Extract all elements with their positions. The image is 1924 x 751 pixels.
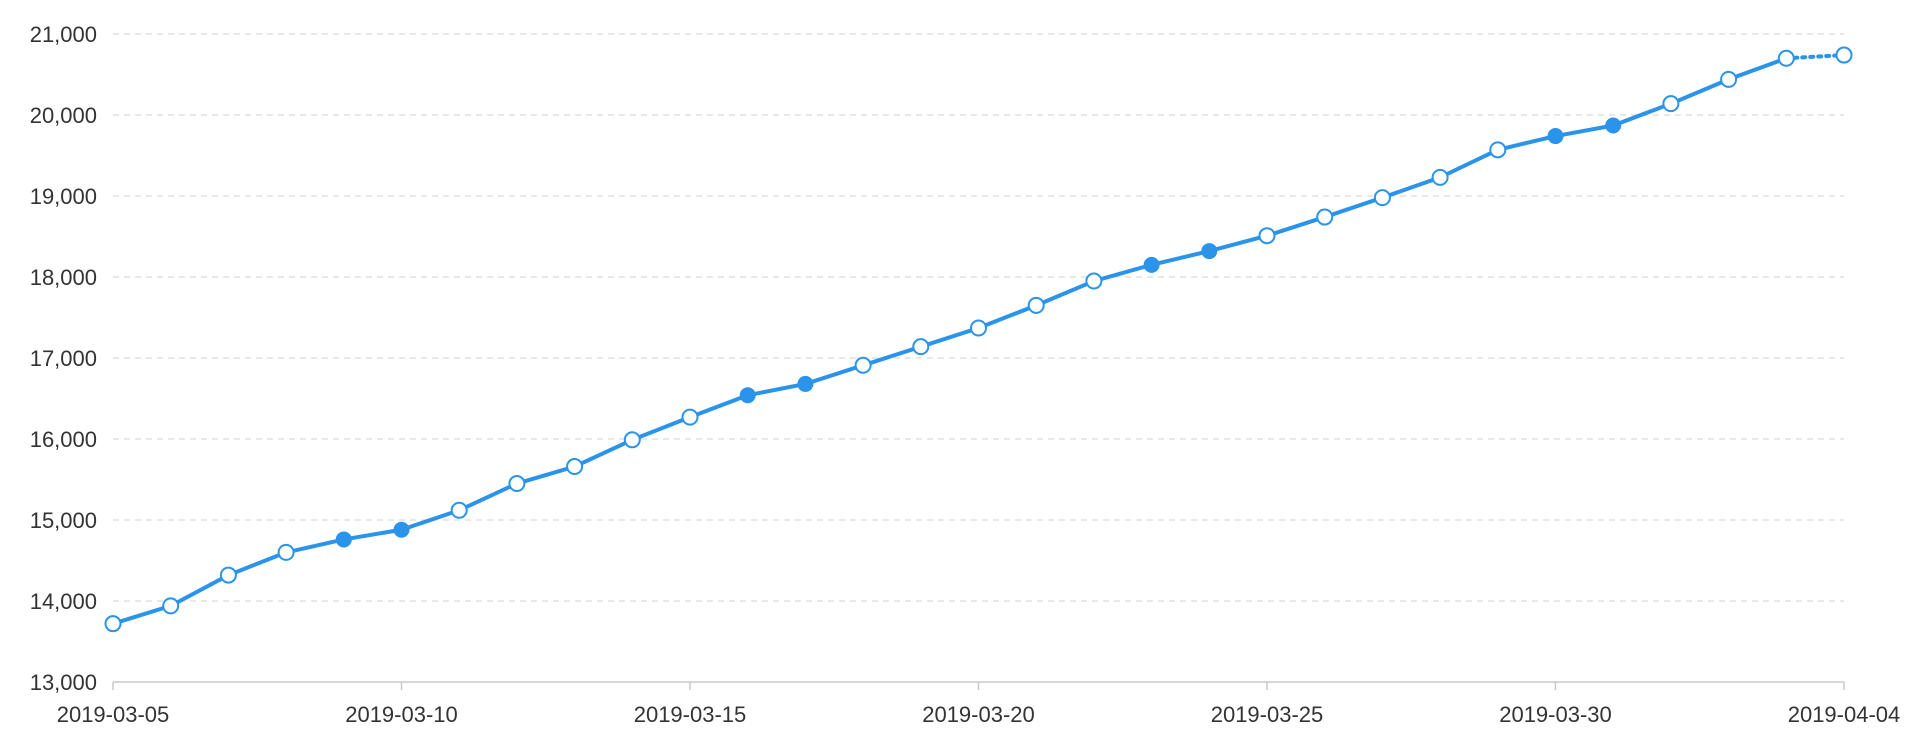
data-points <box>104 46 1853 633</box>
data-point[interactable] <box>1662 95 1680 113</box>
y-tick-label: 15,000 <box>30 508 97 533</box>
series-line <box>111 53 1846 626</box>
data-point[interactable] <box>854 356 872 374</box>
data-point[interactable] <box>162 597 180 615</box>
series-line-projection <box>1784 53 1846 61</box>
data-point[interactable] <box>450 501 468 519</box>
y-tick-label: 20,000 <box>30 103 97 128</box>
data-point[interactable] <box>393 521 410 538</box>
data-point[interactable] <box>1777 49 1795 67</box>
data-point[interactable] <box>970 319 987 337</box>
x-tick-label: 2019-03-10 <box>345 702 458 727</box>
y-tick-label: 16,000 <box>30 427 97 452</box>
y-tick-label: 18,000 <box>30 265 97 290</box>
data-point[interactable] <box>739 387 756 404</box>
x-tick-label: 2019-03-25 <box>1211 702 1324 727</box>
data-point[interactable] <box>508 475 526 493</box>
data-point[interactable] <box>797 375 814 392</box>
y-tick-label: 14,000 <box>30 589 97 614</box>
y-tick-label: 17,000 <box>30 346 97 371</box>
data-point[interactable] <box>1431 168 1449 186</box>
x-tick-label: 2019-03-20 <box>922 702 1035 727</box>
data-point[interactable] <box>1373 189 1391 207</box>
data-point[interactable] <box>1605 117 1622 134</box>
axes: 13,000 14,000 15,000 16,000 17,000 18,000 19,0… <box>30 22 1901 727</box>
grid-lines <box>113 33 1844 602</box>
y-tick-label: 13,000 <box>30 670 97 695</box>
data-point[interactable] <box>1027 296 1045 314</box>
data-point[interactable] <box>566 458 584 476</box>
data-point[interactable] <box>1201 243 1218 260</box>
data-point[interactable] <box>1258 227 1276 245</box>
data-point[interactable] <box>1143 256 1160 273</box>
data-point[interactable] <box>1835 46 1853 64</box>
data-point[interactable] <box>1489 141 1507 159</box>
data-point[interactable] <box>1085 272 1103 290</box>
x-tick-label: 2019-03-30 <box>1499 702 1612 727</box>
x-tick-label: 2019-03-05 <box>57 702 170 727</box>
data-point[interactable] <box>1720 70 1738 88</box>
y-tick-label: 21,000 <box>30 22 97 47</box>
x-tick-label: 2019-03-15 <box>634 702 747 727</box>
y-tick-label: 19,000 <box>30 184 97 209</box>
series-line-path <box>111 56 1789 626</box>
data-point[interactable] <box>681 408 699 426</box>
data-point[interactable] <box>912 338 930 356</box>
data-point[interactable] <box>1547 128 1564 145</box>
data-point[interactable] <box>623 431 641 449</box>
data-point[interactable] <box>277 543 295 561</box>
x-tick-label: 2019-04-04 <box>1788 702 1901 727</box>
data-point[interactable] <box>219 566 237 584</box>
data-point[interactable] <box>335 531 352 548</box>
data-point[interactable] <box>1316 208 1334 226</box>
data-point[interactable] <box>104 615 122 633</box>
